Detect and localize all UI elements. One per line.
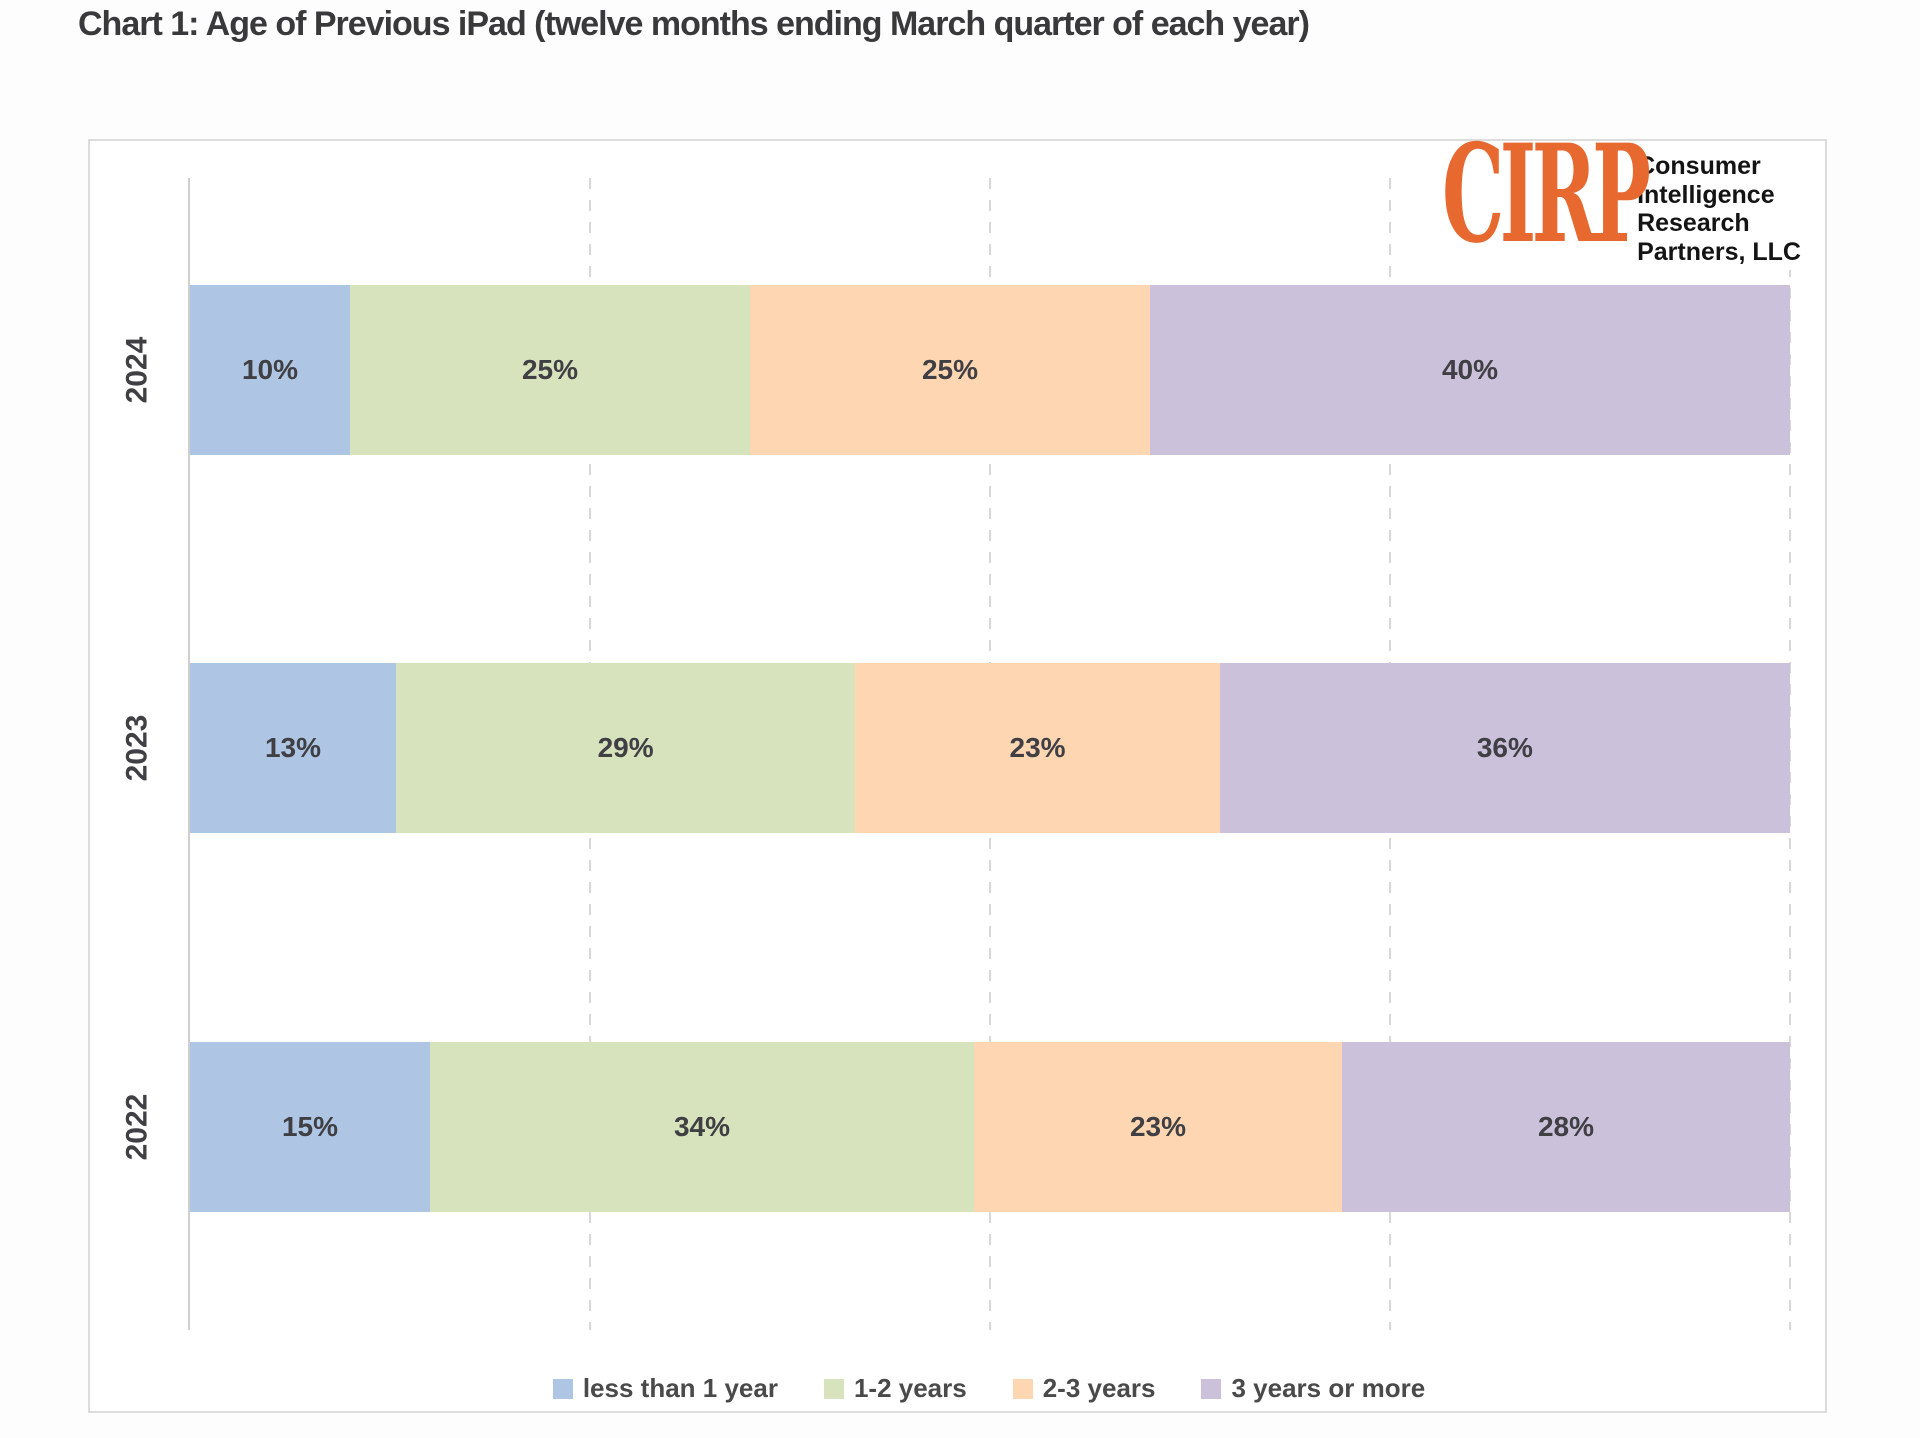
legend-swatch [552,1378,573,1399]
category-label-text: 2022 [120,1093,153,1161]
segment-value-label: 29% [597,732,654,763]
chart-panel: CIRP Consumer Intelligence Research Part… [88,119,1827,1413]
segment-value-label: 13% [264,732,321,763]
legend-label: 1-2 years [853,1373,967,1403]
bar-segment: 13% [190,663,396,833]
bar-segment: 10% [190,285,350,455]
segment-value-label: 25% [921,354,979,385]
bar-row-2023: 13% 29% 23% 36% [190,663,1790,833]
category-label: 2024 [106,285,168,455]
bar-row-2024: 10% 25% 25% 40% [190,285,1790,455]
bar-segment: 23% [974,1042,1342,1212]
cirp-logo-line: Consumer [1637,152,1761,180]
legend-item: 3 years or more [1201,1373,1425,1404]
segment-value-label: 34% [673,1111,731,1142]
legend-swatch [1201,1378,1222,1399]
legend-item: less than 1 year [552,1373,778,1404]
y-axis-line [188,178,190,1330]
legend: less than 1 year 1-2 years 2-3 years 3 year… [188,1373,1790,1404]
cirp-logo-abbr: CIRP [1442,119,1651,268]
bar-segment: 25% [350,285,750,455]
legend-swatch [1012,1378,1033,1399]
category-label: 2023 [106,663,168,833]
segment-value-label: 23% [1129,1111,1187,1142]
cirp-logo-abbr-text: CIRP [1442,114,1651,273]
legend-item: 2-3 years [1012,1373,1156,1404]
legend-label: 3 years or more [1231,1373,1426,1403]
category-label: 2022 [106,1042,168,1212]
bar-segment: 15% [190,1042,430,1212]
legend-item: 1-2 years [823,1373,967,1404]
legend-label: 2-3 years [1042,1373,1156,1403]
bar-segment: 23% [855,663,1220,833]
bar-segment: 25% [750,285,1150,455]
category-label-text: 2023 [120,714,153,782]
page-title: Chart 1: Age of Previous iPad (twelve mo… [78,5,1310,43]
bar-segment: 34% [430,1042,974,1212]
bar-segment: 28% [1342,1042,1790,1212]
segment-value-label: 36% [1476,732,1533,763]
cirp-logo-line: Research [1637,209,1750,237]
legend-swatch [823,1378,844,1399]
segment-value-label: 40% [1441,354,1499,385]
legend-label: less than 1 year [582,1373,778,1403]
segment-value-label: 10% [241,354,299,385]
category-label-text: 2024 [120,336,153,404]
cirp-logo: CIRP Consumer Intelligence Research Part… [1438,119,1805,270]
bar-segment: 29% [395,663,856,833]
gridline [1789,178,1791,1330]
bar-row-2022: 15% 34% 23% 28% [190,1042,1790,1212]
bar-segment: 40% [1150,285,1790,455]
cirp-logo-line: Intelligence [1637,180,1775,209]
cirp-logo-line: Partners, LLC [1637,237,1801,266]
bar-segment: 36% [1219,663,1790,833]
plot-area: 10% 25% 25% 40% 2024 13% 29% 23% 36% 2023 15% 34% 23… [120,178,1791,1330]
segment-value-label: 28% [1537,1111,1595,1142]
segment-value-label: 15% [281,1111,339,1142]
cirp-logo-fullname: Consumer Intelligence Research Partners,… [1637,152,1801,266]
segment-value-label: 25% [521,354,579,385]
segment-value-label: 23% [1009,732,1066,763]
